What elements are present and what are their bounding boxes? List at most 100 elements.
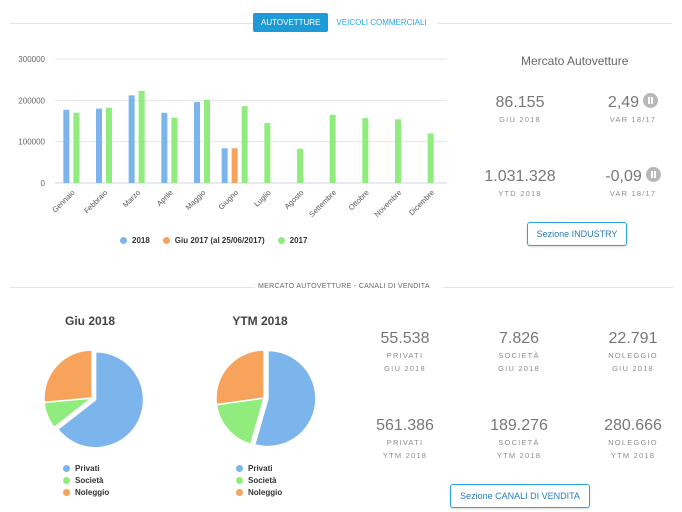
bar-2018[interactable] (221, 148, 228, 183)
bar-2018[interactable] (63, 109, 70, 183)
legend-dot (277, 236, 285, 244)
bar-2017[interactable] (395, 119, 401, 183)
kpi-societa-giu: 7.826 SOCIETÀ GIU 2018 (474, 330, 564, 374)
legend-label: 2017 (289, 235, 308, 245)
section-divider-left (10, 287, 255, 288)
kpi-value: 561.386 (376, 417, 434, 434)
legend-item-2018[interactable]: 2018 (120, 234, 150, 246)
kpi-var-ytd: -0,09 VAR 18/17 (588, 167, 678, 199)
tab-veicoli-commerciali[interactable]: VEICOLI COMMERCIALI (336, 18, 427, 27)
mercato-title: Mercato Autovetture (521, 54, 629, 68)
kpi-ytd-2018: 1.031.328 YTD 2018 (470, 168, 570, 199)
kpi-privati-giu: 55.538 PRIVATI GIU 2018 (360, 330, 450, 374)
bar-2017[interactable] (427, 133, 434, 183)
tab-autovetture[interactable]: AUTOVETTURE (253, 13, 329, 32)
y-tick-label: 100000 (18, 138, 45, 147)
kpi-giu-2018: 86.155 GIU 2018 (480, 94, 560, 125)
divider-left (10, 23, 253, 24)
bar-2018[interactable] (96, 108, 102, 183)
kpi-value: 55.538 (380, 330, 430, 347)
bar-2017[interactable] (362, 118, 369, 183)
kpi-label: GIU 2018 (499, 115, 541, 124)
bar-2017[interactable] (171, 117, 178, 183)
legend-dot (63, 476, 70, 484)
canali-section-title: MERCATO AUTOVETTURE - CANALI DI VENDITA (258, 283, 430, 290)
kpi-value: 2,49 (607, 94, 640, 111)
divider-right (437, 23, 672, 24)
kpi-label: VAR 18/17 (609, 189, 657, 198)
bar-2017[interactable] (73, 112, 80, 183)
legend-item-societa[interactable]: Società (63, 474, 109, 486)
bar-2017[interactable] (241, 106, 248, 183)
y-tick-label: 300000 (18, 55, 45, 64)
kpi-value: 280.666 (604, 417, 662, 434)
kpi-label: NOLEGGIO (608, 351, 658, 360)
legend-item-societa[interactable]: Società (236, 474, 282, 486)
sezione-canali-button[interactable]: Sezione CANALI DI VENDITA (450, 484, 590, 508)
legend-dot (236, 476, 243, 484)
section-divider-right (443, 287, 673, 288)
pie-legend-giu: Privati Società Noleggio (63, 462, 109, 498)
bar-2017[interactable] (297, 148, 303, 183)
pie-slice-noleggio[interactable] (215, 349, 265, 406)
kpi-label: YTM 2018 (496, 451, 542, 460)
pie-legend-ytm: Privati Società Noleggio (236, 462, 282, 498)
legend-item-privati[interactable]: Privati (63, 462, 109, 474)
kpi-value: -0,09 (605, 168, 642, 185)
kpi-label: NOLEGGIO (608, 438, 658, 447)
bar-2017[interactable] (329, 114, 336, 183)
legend-label: Privati (248, 463, 273, 473)
bar-giu-2017-al-25-06-2017-[interactable] (231, 148, 238, 183)
kpi-noleggio-ytm: 280.666 NOLEGGIO YTM 2018 (588, 417, 678, 461)
legend-item-giu-2017[interactable]: Giu 2017 (al 25/06/2017) (162, 234, 265, 246)
legend-label: Noleggio (248, 487, 283, 497)
y-tick-label: 0 (41, 179, 46, 188)
kpi-label: GIU 2018 (612, 364, 654, 373)
pie-title-ytm: YTM 2018 (232, 314, 288, 328)
legend-label: Società (75, 475, 104, 485)
legend-dot (162, 236, 170, 244)
bar-2018[interactable] (128, 95, 135, 183)
pause-icon (643, 93, 659, 109)
legend-dot (63, 488, 70, 496)
kpi-label: SOCIETÀ (498, 438, 540, 447)
kpi-value: 86.155 (495, 94, 545, 111)
legend-item-noleggio[interactable]: Noleggio (236, 486, 282, 498)
pie-slice-privati[interactable] (253, 349, 317, 448)
sezione-industry-button[interactable]: Sezione INDUSTRY (527, 222, 627, 246)
bar-2017[interactable] (204, 99, 210, 183)
bar-2017[interactable] (106, 107, 112, 183)
kpi-value: 189.276 (490, 417, 548, 434)
kpi-privati-ytm: 561.386 PRIVATI YTM 2018 (360, 417, 450, 461)
bar-2018[interactable] (161, 112, 168, 183)
pie-slice-noleggio[interactable] (43, 349, 93, 404)
legend-item-noleggio[interactable]: Noleggio (63, 486, 109, 498)
kpi-value: 7.826 (498, 330, 540, 347)
bar-2017[interactable] (264, 123, 271, 183)
kpi-label: PRIVATI (386, 351, 424, 360)
legend-label: 2018 (132, 235, 150, 245)
kpi-label: SOCIETÀ (498, 351, 540, 360)
bar-2017[interactable] (138, 90, 145, 183)
kpi-var-giu: 2,49 VAR 18/17 (588, 93, 678, 125)
kpi-societa-ytm: 189.276 SOCIETÀ YTM 2018 (474, 417, 564, 461)
bar-2018[interactable] (194, 101, 200, 183)
pie-slice-privati[interactable] (56, 351, 145, 449)
kpi-value: 22.791 (608, 330, 658, 347)
kpi-noleggio-giu: 22.791 NOLEGGIO GIU 2018 (588, 330, 678, 374)
pie-slice-societ[interactable] (215, 397, 266, 446)
kpi-label: GIU 2018 (384, 364, 426, 373)
legend-dot (236, 488, 243, 496)
legend-label: Società (248, 475, 277, 485)
legend-dot (120, 236, 127, 244)
kpi-label: VAR 18/17 (609, 115, 657, 124)
legend-item-2017[interactable]: 2017 (277, 234, 308, 246)
pie-title-giu: Giu 2018 (64, 314, 116, 328)
kpi-label: PRIVATI (386, 438, 424, 447)
pause-icon (645, 167, 661, 183)
kpi-label: YTM 2018 (382, 451, 428, 460)
legend-label: Noleggio (75, 487, 110, 497)
legend-item-privati[interactable]: Privati (236, 462, 282, 474)
